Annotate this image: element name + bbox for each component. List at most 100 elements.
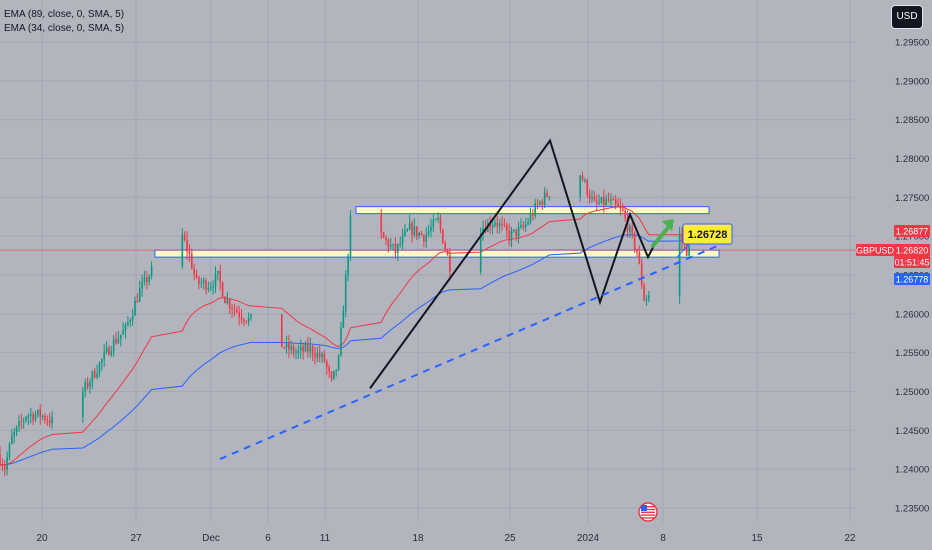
candle[interactable] — [238, 312, 240, 318]
candle[interactable] — [413, 226, 416, 235]
candle[interactable] — [439, 217, 442, 230]
time-axis[interactable]: 20 27 Dec 6 11 18 25 2024 8 15 22 — [0, 523, 932, 550]
candle[interactable] — [624, 210, 626, 218]
candle[interactable] — [685, 243, 688, 256]
candle[interactable] — [318, 352, 321, 358]
candle[interactable] — [124, 324, 127, 331]
candle[interactable] — [302, 346, 304, 352]
candle[interactable] — [539, 201, 541, 204]
candle[interactable] — [520, 225, 522, 228]
candle[interactable] — [217, 270, 219, 274]
candle[interactable] — [399, 243, 401, 245]
candle[interactable] — [231, 308, 233, 310]
candle[interactable] — [591, 196, 593, 199]
candle[interactable] — [425, 233, 428, 242]
candle[interactable] — [8, 444, 11, 458]
candle[interactable] — [600, 197, 603, 203]
candle[interactable] — [39, 409, 42, 417]
candle[interactable] — [548, 196, 551, 198]
candle[interactable] — [619, 206, 622, 209]
candle[interactable] — [314, 354, 316, 358]
candle[interactable] — [612, 199, 615, 201]
candle[interactable] — [515, 229, 518, 237]
candle[interactable] — [304, 344, 307, 352]
candle[interactable] — [328, 367, 330, 372]
candle[interactable] — [321, 353, 323, 358]
candle[interactable] — [285, 342, 288, 348]
candle[interactable] — [136, 300, 139, 302]
candle[interactable] — [508, 230, 510, 241]
candle[interactable] — [18, 421, 20, 427]
candle[interactable] — [3, 466, 6, 470]
candle[interactable] — [330, 371, 333, 380]
candle[interactable] — [127, 322, 129, 325]
candle[interactable] — [337, 355, 340, 370]
candle[interactable] — [333, 370, 335, 380]
candle[interactable] — [29, 414, 32, 416]
candle[interactable] — [219, 270, 222, 283]
candle[interactable] — [643, 285, 645, 301]
candle[interactable] — [420, 232, 423, 236]
candle[interactable] — [491, 225, 494, 228]
candle[interactable] — [84, 382, 87, 392]
candle[interactable] — [387, 239, 390, 248]
candle[interactable] — [636, 248, 638, 253]
candle[interactable] — [129, 319, 132, 323]
candle[interactable] — [527, 222, 529, 225]
candle[interactable] — [513, 229, 515, 231]
candle[interactable] — [411, 222, 413, 235]
ema34-line[interactable] — [0, 206, 690, 466]
candle[interactable] — [543, 192, 546, 205]
candle[interactable] — [41, 415, 44, 417]
candle[interactable] — [546, 192, 548, 197]
dashed-trendline[interactable] — [219, 243, 723, 460]
candle[interactable] — [489, 222, 491, 228]
candle[interactable] — [442, 229, 444, 244]
candle[interactable] — [283, 347, 285, 349]
candle[interactable] — [98, 362, 101, 374]
candle[interactable] — [191, 253, 193, 269]
candle[interactable] — [134, 300, 136, 316]
candle[interactable] — [401, 235, 404, 244]
candle[interactable] — [200, 283, 203, 285]
candle[interactable] — [446, 249, 449, 256]
candle[interactable] — [681, 234, 683, 242]
candle[interactable] — [110, 351, 113, 355]
candle[interactable] — [209, 287, 212, 289]
candle[interactable] — [349, 214, 352, 257]
candle[interactable] — [522, 225, 525, 228]
candle[interactable] — [51, 416, 53, 424]
candle[interactable] — [195, 273, 198, 278]
candle[interactable] — [595, 200, 598, 203]
candle[interactable] — [678, 234, 681, 296]
candle[interactable] — [299, 346, 302, 350]
candle[interactable] — [290, 346, 293, 350]
candle[interactable] — [418, 232, 420, 237]
candle[interactable] — [138, 288, 141, 302]
candle[interactable] — [638, 252, 641, 264]
candle[interactable] — [380, 214, 383, 233]
candle[interactable] — [150, 266, 153, 277]
candle[interactable] — [11, 435, 13, 445]
candle[interactable] — [233, 309, 236, 311]
candle[interactable] — [385, 237, 387, 240]
candle[interactable] — [510, 230, 513, 241]
candle[interactable] — [82, 391, 84, 417]
candle[interactable] — [131, 315, 134, 320]
candle[interactable] — [406, 229, 409, 232]
candle[interactable] — [122, 330, 124, 335]
candle[interactable] — [423, 235, 425, 242]
candle[interactable] — [479, 234, 482, 273]
drawings[interactable] — [219, 138, 723, 460]
candle[interactable] — [96, 373, 98, 378]
candle[interactable] — [1, 464, 4, 467]
candle[interactable] — [347, 256, 349, 276]
candle[interactable] — [688, 245, 690, 256]
candles[interactable] — [0, 171, 690, 477]
candle[interactable] — [614, 199, 617, 205]
candle[interactable] — [148, 276, 150, 283]
candle[interactable] — [93, 371, 96, 378]
projection-arrow-shaft[interactable] — [650, 222, 673, 249]
candle[interactable] — [430, 226, 432, 231]
